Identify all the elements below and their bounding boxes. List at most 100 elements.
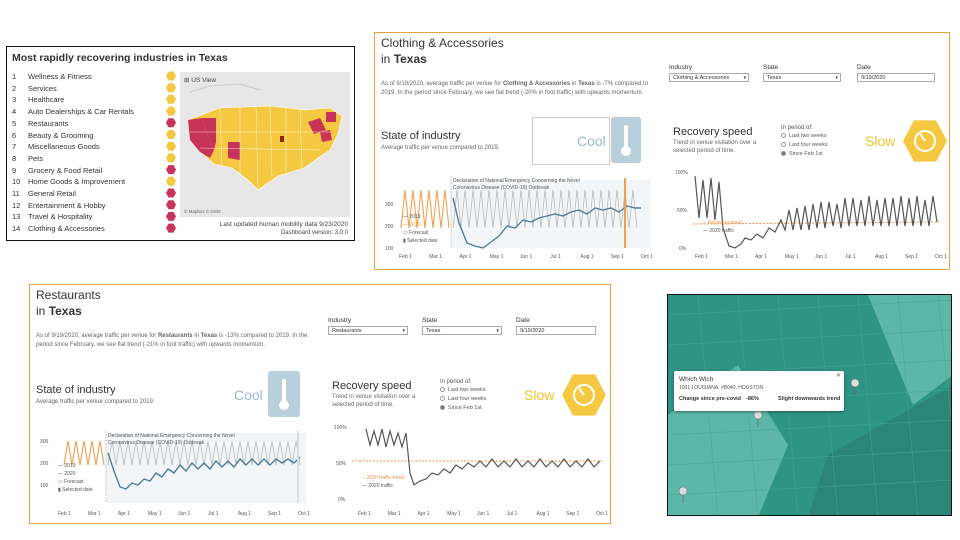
close-icon[interactable]: ✕ [836, 373, 842, 379]
date-input[interactable]: 9/19/2020 [857, 73, 935, 82]
change-value: -86% [746, 396, 759, 402]
status-hex-icon [166, 71, 176, 81]
y-tick: 100 [385, 246, 394, 252]
period-four-weeks[interactable]: Last four weeks [781, 142, 828, 148]
status-hex-icon [166, 106, 176, 116]
y-tick: 100% [334, 425, 347, 431]
x-tick: Sep 1 [268, 511, 282, 517]
recovery-speed-heading: Recovery speed [332, 380, 412, 392]
venue-address: 1001 LOUISIANA, #B040, HOUSTON [679, 385, 764, 391]
chevron-down-icon: ▾ [402, 328, 405, 334]
us-map[interactable]: ⊞ US View © Mapbox © OSM [180, 72, 350, 217]
period-two-weeks[interactable]: Last two weeks [781, 133, 827, 139]
series-2020-line [107, 452, 301, 490]
ranking-item[interactable]: 14 Clothing & Accessories [12, 224, 105, 233]
period-two-weeks[interactable]: Last two weeks [440, 387, 486, 393]
ranking-panel: Most rapidly recovering industries in Te… [6, 46, 355, 241]
legend-traffic: — 2020 traffic [703, 228, 735, 234]
status-hex-icon [166, 83, 176, 93]
period-since-feb[interactable]: Since Feb 1st [781, 151, 823, 157]
ranking-item[interactable]: 6 Beauty & Grooming [12, 131, 93, 140]
speedometer-icon [562, 374, 606, 416]
industry-select[interactable]: Clothing & Accessories ▾ [669, 73, 749, 82]
state-select[interactable]: Texas ▾ [422, 326, 502, 335]
ranking-item[interactable]: 13 Travel & Hospitality [12, 212, 92, 221]
traffic-chart[interactable]: Declaration of National Emergency Concer… [379, 168, 655, 268]
version-note: Dashboard version: 3.0.0 [280, 230, 348, 236]
ranking-item[interactable]: 1 Wellness & Fitness [12, 72, 92, 81]
legend-2019: — 2019 [403, 214, 421, 220]
x-tick: May 1 [148, 511, 162, 517]
thermometer-icon [611, 117, 641, 163]
ranking-item[interactable]: 12 Entertainment & Hobby [12, 201, 106, 210]
legend-traffic: — 2020 traffic [362, 483, 394, 489]
date-label: Date [516, 317, 530, 324]
ranking-number: 5 [12, 118, 17, 128]
period-since-feb[interactable]: Since Feb 1st [440, 405, 482, 411]
ranking-number: 6 [12, 130, 17, 140]
ranking-number: 11 [12, 189, 20, 198]
period-label: In period of: [440, 379, 472, 385]
legend-2019: — 2019 [58, 463, 76, 469]
x-tick: Oct 1 [298, 511, 310, 517]
ranking-number: 1 [12, 72, 17, 81]
dashboard-title: Clothing & Accessories [381, 36, 504, 50]
ranking-item[interactable]: 5 Restaurants [12, 119, 68, 128]
industry-label: Industry [669, 64, 693, 71]
status-hex-icon [166, 211, 176, 221]
ranking-item[interactable]: 2 Services [12, 84, 57, 93]
state-select[interactable]: Texas ▾ [763, 73, 841, 82]
x-tick: Feb 1 [58, 511, 71, 517]
industry-label: Industry [328, 317, 352, 324]
recovery-traffic-line [694, 175, 938, 249]
recovery-chart[interactable]: 100% 50% 0% -- 2020 traffic trend — 2020… [332, 423, 608, 523]
chevron-down-icon: ▾ [835, 75, 838, 81]
status-hex-icon [166, 130, 176, 139]
status-hex-icon [166, 165, 176, 175]
y-tick: 200 [385, 224, 394, 230]
map-view-label[interactable]: ⊞ US View [184, 77, 217, 84]
ranking-item[interactable]: 7 Miscellaneous Goods [12, 142, 100, 151]
speedometer-icon [903, 120, 947, 162]
venue-map-panel[interactable]: Which Wich 1001 LOUISIANA, #B040, HOUSTO… [667, 294, 952, 516]
industry-select[interactable]: Restaurants ▾ [328, 326, 408, 335]
ranking-item[interactable]: 9 Grocery & Food Retail [12, 166, 102, 175]
state-label: State [422, 317, 438, 324]
map-pin-icon [678, 486, 688, 504]
status-hex-icon [166, 188, 176, 198]
ranking-number: 9 [12, 165, 17, 175]
us-map-shapes [187, 83, 343, 191]
ranking-item[interactable]: 3 Healthcare [12, 95, 64, 104]
period-four-weeks[interactable]: Last four weeks [440, 396, 487, 402]
map-pin-icon [850, 378, 860, 396]
traffic-chart[interactable]: Declaration of National Emergency Concer… [34, 423, 314, 523]
ranking-item[interactable]: 4 Auto Dealerships & Car Rentals [12, 107, 134, 116]
x-tick: Sep 1 [566, 511, 580, 517]
ranking-item[interactable]: 11 General Retail [12, 189, 76, 198]
expand-icon: ⊞ [184, 77, 190, 84]
legend-recovery-trend: -- 2020 traffic trend [362, 475, 405, 481]
slow-label: Slow [865, 133, 896, 149]
x-tick: Apr 1 [755, 254, 767, 260]
ranking-label: Pets [28, 153, 44, 163]
legend-forecast: ▭ Forecast [58, 479, 84, 485]
status-hex-icon [166, 153, 176, 163]
series-2019-line [452, 189, 638, 229]
state-of-industry-subtitle: Average traffic per venue compared to 20… [381, 145, 500, 151]
ranking-label: Restaurants [28, 118, 69, 128]
x-tick: Jun 1 [520, 254, 533, 260]
ranking-item[interactable]: 8 Pets [12, 154, 43, 163]
state-label: State [763, 64, 779, 71]
ranking-item[interactable]: 10 Home Goods & Improvement [12, 177, 125, 186]
status-hex-icon [166, 141, 176, 151]
period-label: In period of: [781, 125, 813, 131]
y-tick: 50% [677, 208, 688, 214]
date-label: Date [857, 64, 871, 71]
series-2019-line [107, 440, 301, 466]
dashboard-subtitle: in Texas [36, 304, 82, 318]
y-tick: 100% [675, 170, 688, 176]
x-tick: Oct 1 [596, 511, 608, 517]
date-input[interactable]: 9/19/2020 [516, 326, 596, 335]
x-tick: Feb 1 [695, 254, 708, 260]
recovery-chart[interactable]: 100% 50% 0% -- Recovery trend — 2020 tra… [673, 168, 947, 268]
